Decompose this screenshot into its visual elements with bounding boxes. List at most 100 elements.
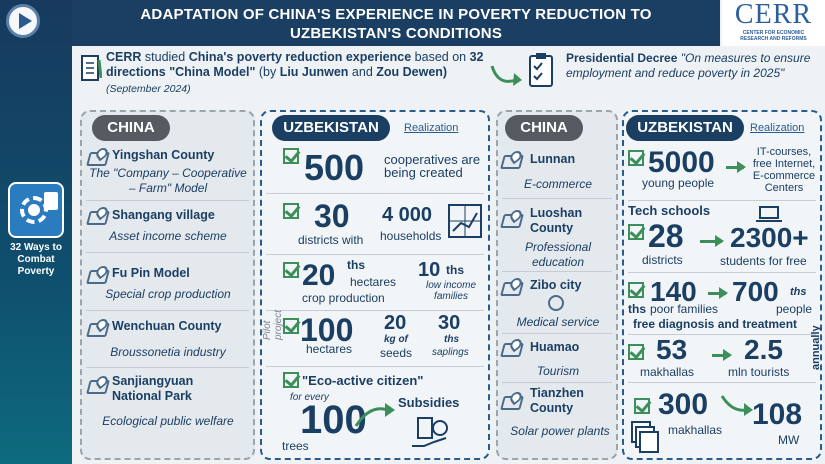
- metric-value: 4 000: [382, 204, 433, 226]
- arrow-icon: [720, 395, 753, 416]
- metric-value: 30: [438, 312, 461, 334]
- gear-icon: [20, 196, 48, 224]
- clipboard-icon: [529, 53, 553, 87]
- arrow-icon: [708, 287, 728, 299]
- metric-label: mln tourists: [728, 365, 790, 379]
- check-icon: [283, 318, 299, 334]
- list-item-title: Luoshan County: [530, 206, 583, 235]
- arrow-icon: [700, 235, 724, 247]
- metric-value: 2300+: [730, 222, 809, 253]
- metric-unit: ths: [444, 334, 459, 345]
- list-item-sub: Medical service: [516, 315, 600, 329]
- metric-unit: ths: [446, 263, 464, 277]
- map-pin-icon: [86, 323, 110, 337]
- metric-label: people: [776, 302, 813, 316]
- metric-value: 5000: [648, 146, 715, 179]
- metric-value: 500: [304, 147, 365, 188]
- metric-label: crop production: [302, 291, 385, 305]
- map-pin-icon: [86, 270, 110, 284]
- metric-value: 20: [384, 312, 407, 334]
- medical-icon: [548, 295, 564, 311]
- pilot-label: Pilot project: [262, 309, 284, 340]
- list-item-title: Yingshan County: [112, 148, 215, 162]
- list-item-sub: Special crop production: [105, 287, 231, 301]
- realization-link-1[interactable]: Realization: [404, 122, 459, 134]
- check-icon: [283, 262, 299, 278]
- list-item-sub: E-commerce: [523, 177, 592, 191]
- check-icon: [628, 282, 644, 298]
- annually-label: annually: [810, 325, 822, 370]
- uzbekistan-column-2: [622, 110, 822, 460]
- list-item-title: Fu Pin Model: [112, 266, 190, 280]
- metric-title: Tech schools: [628, 203, 711, 218]
- china-pill-1: CHINA: [92, 115, 170, 141]
- play-icon: [19, 13, 32, 29]
- list-item-sub: Asset income scheme: [109, 229, 227, 243]
- arrow-icon: [490, 65, 522, 86]
- list-item-sub: Broussonetia industry: [110, 345, 226, 359]
- metric-label: poor families: [650, 302, 719, 316]
- check-icon: [283, 372, 299, 388]
- metric-title: "Eco-active citizen": [302, 373, 424, 388]
- metric-unit: ths: [347, 258, 365, 272]
- metric-label: seeds: [380, 346, 413, 360]
- cerr-logo: CERR CENTER FOR ECONOMIC RESEARCH AND RE…: [722, 0, 825, 46]
- map-grid-icon: [448, 204, 482, 238]
- metric-label: MW: [778, 433, 800, 447]
- uzbekistan-column-1: [260, 110, 490, 460]
- list-item-sub: The "Company – Cooperative – Farm" Model: [89, 166, 247, 195]
- metric-label: hectares: [306, 342, 353, 356]
- list-item-title: Huamao: [530, 340, 580, 354]
- metric-label: young people: [642, 176, 715, 190]
- check-icon: [283, 203, 299, 219]
- list-item-title: Shangang village: [112, 208, 215, 222]
- metric-unit: ths: [628, 302, 646, 316]
- page-title: ADAPTATION OF CHINA'S EXPERIENCE IN POVE…: [72, 0, 720, 46]
- metric-value: 300: [658, 388, 709, 421]
- play-button[interactable]: [6, 4, 40, 38]
- metric-label: hectares: [350, 275, 397, 289]
- map-pin-icon: [500, 155, 524, 169]
- metric-value: 700: [732, 276, 779, 307]
- metric-label: makhallas: [668, 423, 723, 437]
- metric-label: saplings: [432, 347, 469, 358]
- china-pill-2: CHINA: [505, 115, 583, 141]
- intro-text: CERR studied China's poverty reduction e…: [106, 50, 484, 95]
- map-pin-icon: [500, 214, 524, 228]
- check-icon: [283, 148, 299, 164]
- document-icon: [44, 192, 58, 210]
- china-column-1: [80, 110, 255, 460]
- realization-link-2[interactable]: Realization: [750, 122, 805, 134]
- documents-icon: [631, 421, 659, 453]
- map-pin-icon: [86, 152, 110, 166]
- check-icon: [628, 344, 644, 360]
- list-item-title: Lunnan: [530, 152, 576, 166]
- metric-label: districts: [642, 253, 683, 267]
- arrow-icon: [712, 349, 732, 361]
- metric-label: students for free: [720, 254, 807, 268]
- notebook-icon: [81, 55, 102, 81]
- metric-label: households: [380, 229, 442, 243]
- metric-value: 10: [418, 259, 441, 281]
- list-item-title: Wenchuan County: [112, 319, 222, 333]
- list-item-sub: Solar power plants: [510, 424, 610, 438]
- arrow-icon: [726, 161, 746, 173]
- map-pin-icon: [500, 282, 524, 296]
- list-item-sub: Tourism: [536, 364, 580, 378]
- metric-value: 140: [650, 276, 697, 307]
- metric-label: districts with: [298, 233, 364, 247]
- check-icon: [628, 150, 644, 166]
- list-item-title: Zibo city: [530, 278, 582, 292]
- metric-unit: kg of: [384, 334, 408, 345]
- map-pin-icon: [500, 396, 524, 410]
- metric-value: 30: [314, 198, 350, 234]
- metric-label: cooperatives are being created: [384, 152, 481, 180]
- money-hand-icon: [412, 417, 448, 447]
- check-icon: [634, 398, 650, 414]
- metric-value: 53: [656, 334, 688, 365]
- metric-value: 100: [300, 398, 367, 442]
- list-item-title: Tianzhen County: [530, 386, 584, 415]
- list-item-sub: Ecological public welfare: [102, 414, 234, 428]
- metric-label: Subsidies: [398, 395, 460, 410]
- map-pin-icon: [86, 211, 110, 225]
